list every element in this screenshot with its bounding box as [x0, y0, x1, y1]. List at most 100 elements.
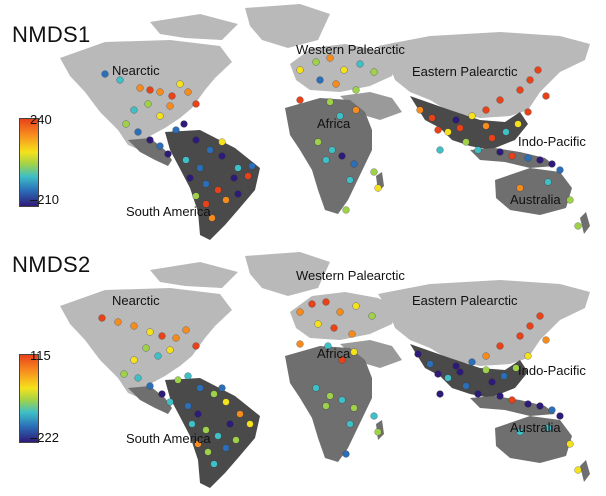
sample-point: [542, 92, 550, 100]
sample-point: [574, 466, 582, 474]
asia: [378, 280, 590, 366]
sample-point: [548, 406, 556, 414]
sample-point: [368, 312, 376, 320]
sample-point: [374, 428, 382, 436]
sample-point: [122, 120, 130, 128]
sample-point: [436, 390, 444, 398]
sample-point: [436, 146, 444, 154]
sample-point: [296, 308, 304, 316]
sample-point: [144, 100, 152, 108]
sample-point: [544, 424, 552, 432]
sample-point: [352, 106, 360, 114]
sample-point: [214, 186, 222, 194]
sample-point: [370, 68, 378, 76]
sample-point: [350, 160, 358, 168]
region-label-australia: Australia: [510, 192, 561, 207]
sample-point: [356, 60, 364, 68]
sample-point: [332, 80, 340, 88]
sample-point: [202, 180, 210, 188]
sample-point: [182, 156, 190, 164]
sample-point: [296, 340, 304, 348]
sample-point: [482, 352, 490, 360]
colorbar: [19, 118, 39, 207]
sample-point: [474, 146, 482, 154]
sample-point: [342, 206, 350, 214]
sample-point: [444, 128, 452, 136]
sample-point: [218, 152, 226, 160]
sample-point: [524, 400, 532, 408]
region-label-indo-pacific: Indo-Pacific: [518, 363, 586, 378]
sample-point: [236, 410, 244, 418]
middle-east: [340, 92, 402, 120]
sample-point: [326, 54, 334, 62]
sample-point: [246, 420, 254, 428]
sample-point: [456, 124, 464, 132]
sample-point: [156, 142, 164, 150]
sample-point: [508, 396, 516, 404]
sample-point: [444, 374, 452, 382]
sample-point: [534, 66, 542, 74]
middle-east: [340, 340, 402, 368]
greenland: [245, 4, 330, 48]
sample-point: [566, 440, 574, 448]
sample-point: [374, 184, 382, 192]
sample-point: [192, 136, 200, 144]
map-panel-nmds1: NMDS1 240 –210 Nearctic Western Palearct…: [0, 0, 606, 245]
sample-point: [146, 328, 154, 336]
sample-point: [146, 382, 154, 390]
region-label-eastern-palearctic: Eastern Palearctic: [412, 64, 518, 79]
sample-point: [496, 342, 504, 350]
world-map: [60, 4, 590, 240]
sample-point: [352, 86, 360, 94]
sample-point: [196, 164, 204, 172]
sample-point: [322, 156, 330, 164]
sample-point: [184, 372, 192, 380]
sample-point: [352, 302, 360, 310]
sample-point: [101, 70, 109, 78]
sample-point: [166, 346, 174, 354]
sample-points: [101, 54, 582, 230]
sample-point: [324, 342, 332, 350]
sample-point: [514, 120, 522, 128]
sample-point: [210, 390, 218, 398]
sample-point: [512, 364, 520, 372]
sample-point: [336, 308, 344, 316]
sample-point: [462, 138, 470, 146]
land-masses: [60, 4, 590, 240]
south-asia: [410, 344, 528, 398]
sample-point: [234, 164, 242, 172]
sample-point: [202, 426, 210, 434]
sample-point: [326, 98, 334, 106]
sample-point: [482, 122, 490, 130]
sample-point: [556, 412, 564, 420]
region-label-nearctic: Nearctic: [112, 63, 160, 78]
sample-point: [452, 362, 460, 370]
sample-point: [156, 112, 164, 120]
sample-point: [172, 126, 180, 134]
sample-point: [234, 190, 242, 198]
region-label-africa: Africa: [317, 116, 351, 131]
sample-point: [456, 368, 464, 376]
sample-point: [474, 390, 482, 398]
sample-point: [214, 432, 222, 440]
sample-point: [468, 112, 476, 120]
region-label-australia: Australia: [510, 420, 561, 435]
africa: [285, 98, 372, 214]
sample-point: [370, 168, 378, 176]
sample-point: [222, 398, 230, 406]
sample-point: [574, 222, 582, 230]
sample-point: [116, 76, 124, 84]
asia: [378, 32, 590, 118]
arctic-islands: [150, 14, 238, 40]
new-zealand: [580, 460, 590, 482]
sample-point: [174, 376, 182, 384]
sample-point: [452, 116, 460, 124]
sample-point: [194, 410, 202, 418]
new-zealand: [580, 212, 590, 234]
map-panel-nmds2: NMDS2 115 –222 Nearctic Western Palearct…: [0, 248, 606, 493]
sample-point: [222, 444, 230, 452]
sample-point: [114, 318, 122, 326]
sample-point: [526, 76, 534, 84]
sample-point: [496, 96, 504, 104]
sample-point: [350, 404, 358, 412]
